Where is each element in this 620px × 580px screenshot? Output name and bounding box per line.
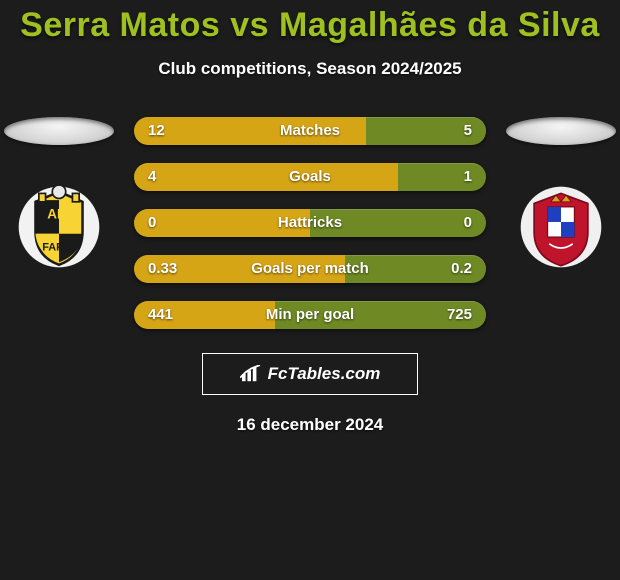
stat-label: Hattricks	[134, 209, 486, 237]
avatar-placeholder-right	[506, 117, 616, 145]
avatar-placeholder-left	[4, 117, 114, 145]
stat-value-right: 1	[464, 163, 472, 191]
stat-label: Goals per match	[134, 255, 486, 283]
subtitle: Club competitions, Season 2024/2025	[0, 59, 620, 79]
page-title: Serra Matos vs Magalhães da Silva	[0, 0, 620, 45]
watermark: FcTables.com	[202, 353, 418, 395]
club-badge-right	[519, 185, 603, 269]
stat-row: 12Matches5	[134, 117, 486, 145]
stat-row: 4Goals1	[134, 163, 486, 191]
watermark-text: FcTables.com	[268, 364, 381, 384]
stat-value-right: 0.2	[451, 255, 472, 283]
stat-label: Goals	[134, 163, 486, 191]
chart-icon	[240, 365, 262, 383]
svg-text:FAFE: FAFE	[42, 242, 70, 254]
stat-row: 441Min per goal725	[134, 301, 486, 329]
stat-value-right: 0	[464, 209, 472, 237]
player-left-column: AD FAFE	[4, 117, 114, 269]
club-badge-left: AD FAFE	[17, 185, 101, 269]
stat-label: Matches	[134, 117, 486, 145]
svg-text:AD: AD	[47, 207, 67, 222]
date-text: 16 december 2024	[0, 415, 620, 435]
stat-value-right: 725	[447, 301, 472, 329]
stat-row: 0Hattricks0	[134, 209, 486, 237]
player-right-column	[506, 117, 616, 269]
stat-row: 0.33Goals per match0.2	[134, 255, 486, 283]
stats-bars: 12Matches5 4Goals1 0Hattricks0 0.33Goals pe…	[134, 117, 486, 329]
stat-label: Min per goal	[134, 301, 486, 329]
stat-value-right: 5	[464, 117, 472, 145]
